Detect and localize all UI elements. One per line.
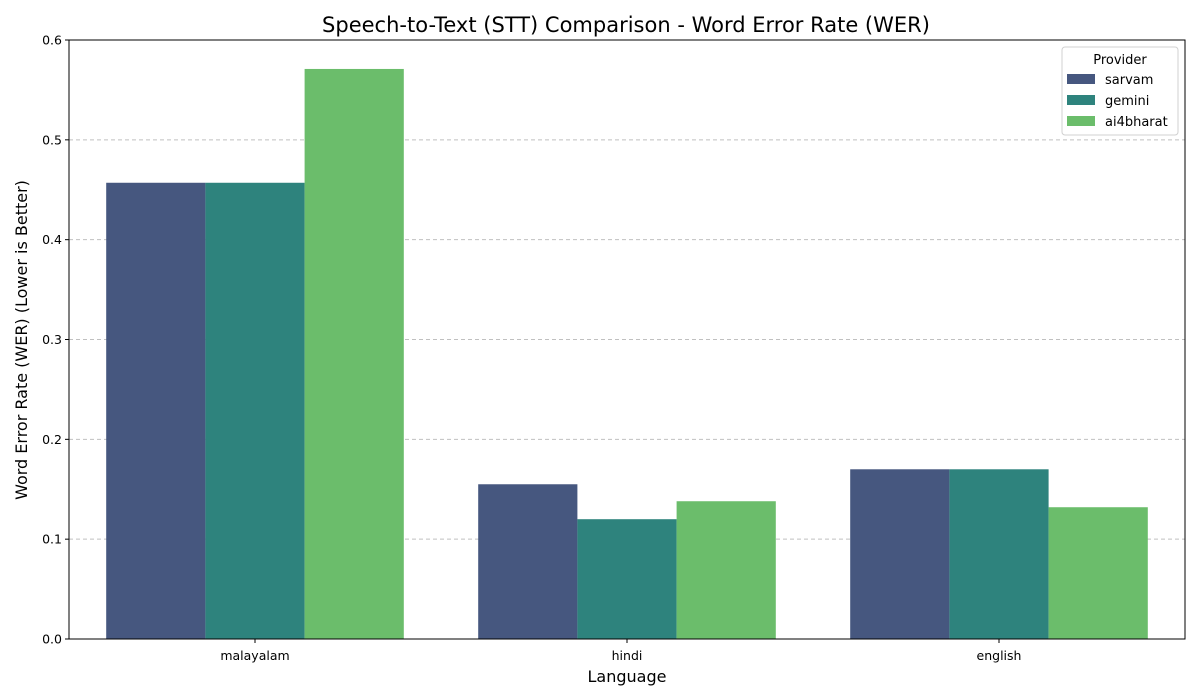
y-tick-label: 0.0 [42, 632, 62, 647]
legend-swatch-ai4bharat [1067, 116, 1095, 126]
bar-gemini-malayalam [205, 182, 305, 640]
y-tick-label: 0.5 [42, 132, 62, 147]
x-tick-label: english [977, 648, 1022, 663]
y-tick-label: 0.6 [42, 33, 62, 48]
legend-label-gemini: gemini [1105, 94, 1149, 109]
y-tick-label: 0.4 [42, 232, 62, 247]
legend-label-sarvam: sarvam [1105, 73, 1153, 88]
y-axis-label: Word Error Rate (WER) (Lower is Better) [12, 180, 31, 500]
legend-title: Provider [1093, 53, 1147, 68]
bar-sarvam-hindi [478, 484, 578, 639]
y-tick-label: 0.3 [42, 332, 62, 347]
legend: Provider sarvam gemini ai4bharat [1061, 46, 1179, 136]
x-tick-label: malayalam [220, 648, 289, 663]
x-tick-label: hindi [612, 648, 643, 663]
legend-swatch-sarvam [1067, 74, 1095, 84]
bar-ai4bharat-english [1048, 507, 1148, 639]
y-tick-label: 0.1 [42, 532, 62, 547]
bar-gemini-english [949, 469, 1049, 639]
bar-ai4bharat-hindi [676, 501, 776, 639]
bar-ai4bharat-malayalam [304, 68, 404, 640]
chart-title: Speech-to-Text (STT) Comparison - Word E… [322, 13, 930, 37]
y-tick-label: 0.2 [42, 432, 62, 447]
bar-sarvam-malayalam [106, 182, 206, 640]
bar-sarvam-english [850, 469, 950, 639]
x-axis: malayalam hindi english [220, 639, 1021, 663]
legend-label-ai4bharat: ai4bharat [1105, 115, 1168, 130]
bar-gemini-hindi [577, 519, 677, 639]
x-axis-label: Language [588, 667, 667, 686]
bars [106, 68, 1148, 640]
y-axis: 0.0 0.1 0.2 0.3 0.4 0.5 0.6 [42, 33, 69, 647]
legend-box [1061, 46, 1179, 136]
legend-swatch-gemini [1067, 95, 1095, 105]
